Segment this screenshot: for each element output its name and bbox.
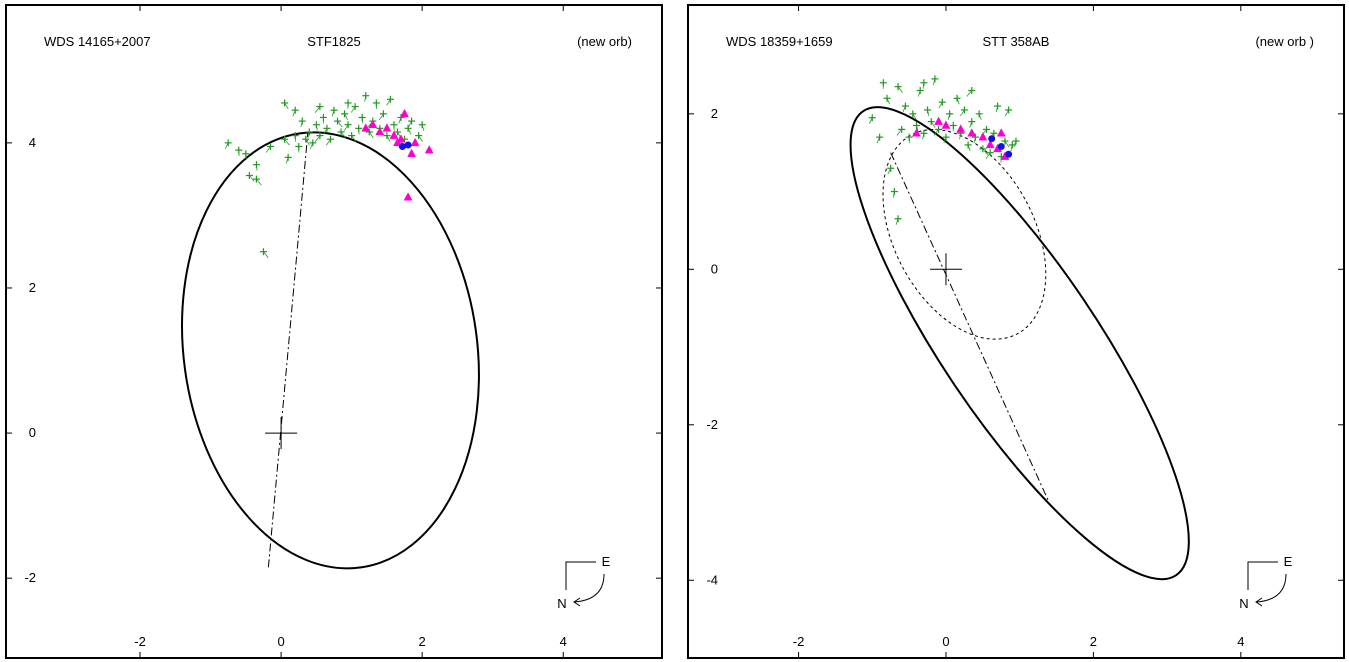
residual-line	[249, 176, 254, 182]
data-point-dot	[405, 142, 412, 149]
residual-line	[897, 129, 902, 135]
residual-line	[315, 107, 320, 113]
residual-line	[898, 87, 902, 93]
data-point-dot	[998, 143, 1005, 150]
left-orbit-panel: WDS 14165+2007 STF1825 (new orb) -2 0 2 4 -2 0 2 4…	[6, 5, 662, 658]
line-of-nodes	[891, 153, 1049, 503]
residual-line	[256, 179, 261, 185]
y-tick-label: -4	[706, 572, 718, 587]
data-point-triangle	[362, 124, 370, 132]
residual-line	[315, 136, 320, 142]
residual-line	[967, 91, 972, 97]
y-tick-label: 2	[29, 280, 36, 295]
header-left-label: WDS 14165+2007	[44, 34, 151, 49]
y-tick-label: -2	[24, 570, 36, 585]
x-tick-label: -2	[793, 634, 805, 649]
y-tick-label: 2	[711, 106, 718, 121]
x-tick-label: -2	[134, 634, 146, 649]
y-tick-label: 4	[29, 135, 36, 150]
residual-line	[379, 114, 383, 120]
plot-frame	[6, 5, 662, 658]
residual-line	[263, 252, 268, 258]
x-tick-label: 0	[942, 634, 949, 649]
residual-line	[326, 139, 330, 145]
residual-line	[338, 121, 343, 127]
x-tick-label: 4	[560, 634, 567, 649]
data-point-triangle	[401, 109, 409, 117]
data-point-triangle	[404, 193, 412, 201]
x-tick-label: 4	[1237, 634, 1244, 649]
x-tick-label: 0	[277, 634, 284, 649]
plot-frame	[688, 5, 1344, 658]
data-point-triangle	[957, 125, 965, 133]
north-label: N	[557, 596, 566, 611]
y-tick-label: 0	[711, 261, 718, 276]
y-tick-label: -2	[706, 417, 718, 432]
residual-line	[285, 139, 290, 145]
residual-line	[266, 146, 270, 152]
right-orbit-panel: WDS 18359+1659 STT 358AB (new orb ) -2 0 2 4 -4…	[688, 5, 1344, 658]
data-point-triangle	[935, 117, 943, 125]
east-label: E	[602, 554, 611, 569]
data-point-triangle	[411, 138, 419, 146]
header-right-label: (new orb )	[1255, 34, 1314, 49]
chart-title: STT 358AB	[983, 34, 1050, 49]
data-point-triangle	[912, 129, 920, 137]
y-tick-label: 0	[29, 425, 36, 440]
header-right-label: (new orb)	[577, 34, 632, 49]
data-point-triangle	[968, 129, 976, 137]
data-point-dot	[988, 135, 995, 142]
line-of-nodes	[268, 132, 308, 567]
dotted-orbit-ellipse	[850, 102, 1079, 367]
x-tick-label: 2	[419, 634, 426, 649]
header-left-label: WDS 18359+1659	[726, 34, 833, 49]
data-point-triangle	[425, 146, 433, 154]
data-point-dot	[1005, 151, 1012, 158]
data-point-triangle	[997, 129, 1005, 137]
orbit-ellipse	[155, 113, 507, 588]
north-label: N	[1239, 596, 1248, 611]
x-tick-label: 2	[1090, 634, 1097, 649]
residual-line	[369, 132, 373, 138]
data-point-triangle	[942, 121, 950, 129]
chart-title: STF1825	[307, 34, 360, 49]
east-label: E	[1284, 554, 1293, 569]
rotation-arrow	[574, 574, 604, 602]
residual-line	[960, 110, 964, 116]
data-point-triangle	[383, 124, 391, 132]
orientation-axes	[566, 562, 596, 590]
data-point-triangle	[408, 149, 416, 157]
data-point-triangle	[979, 133, 987, 141]
orientation-axes	[1248, 562, 1278, 590]
orbit-ellipse	[799, 68, 1240, 619]
rotation-arrow	[1256, 574, 1286, 602]
